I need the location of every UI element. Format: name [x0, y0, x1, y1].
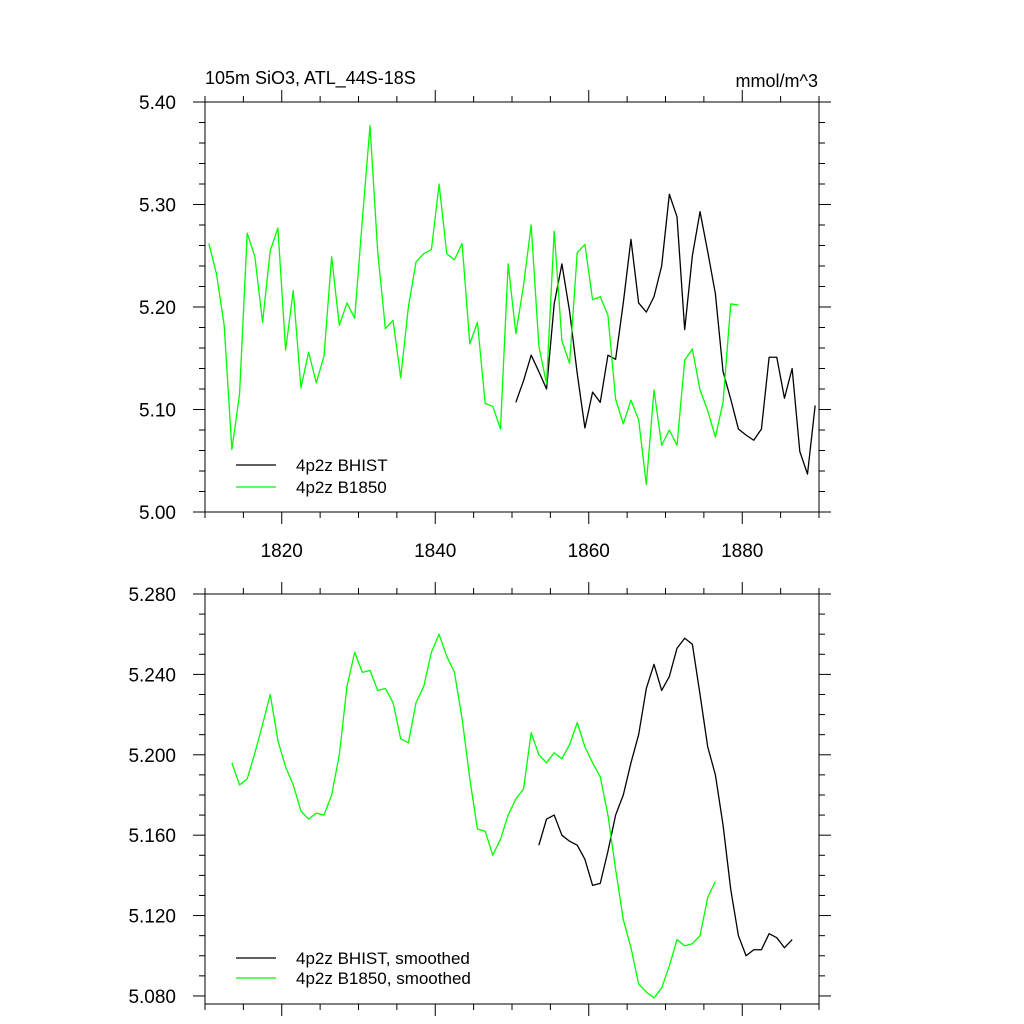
bottom-y-tick-label: 5.280 — [128, 585, 176, 606]
bottom-panel: 5.080 5.120 5.160 5.200 5.240 5.280 4p2z BHIST… — [128, 582, 831, 1016]
bottom-series-line-bhist — [538, 637, 793, 957]
top-x-tick-label: 1820 — [261, 541, 303, 562]
bottom-y-tick-label: 5.160 — [128, 826, 176, 847]
bottom-y-tick-label: 5.120 — [128, 907, 176, 928]
top-legend-label-bhist: 4p2z BHIST — [296, 456, 388, 475]
top-y-tick-label: 5.10 — [139, 401, 176, 422]
top-title-units: mmol/m^3 — [736, 71, 818, 91]
top-legend-label-b1850: 4p2z B1850 — [296, 478, 387, 497]
top-y-tick-label: 5.20 — [139, 298, 176, 319]
bottom-series-line-b1850 — [231, 633, 716, 999]
top-panel: 105m SiO3, ATL_44S-18S mmol/m^3 1820 1840… — [139, 68, 831, 562]
top-y-tick-label: 5.00 — [139, 503, 176, 524]
bottom-legend-label-b1850: 4p2z B1850, smoothed — [296, 969, 471, 988]
bottom-y-tick-label: 5.240 — [128, 665, 176, 686]
top-x-tick-label: 1840 — [414, 541, 456, 562]
top-x-tick-label: 1880 — [721, 541, 763, 562]
top-y-tick-label: 5.30 — [139, 196, 176, 217]
bottom-y-tick-label: 5.200 — [128, 746, 176, 767]
bottom-y-tick-label: 5.080 — [128, 987, 176, 1008]
top-title-left: 105m SiO3, ATL_44S-18S — [205, 68, 416, 89]
bottom-legend-label-bhist: 4p2z BHIST, smoothed — [296, 949, 470, 968]
top-x-tick-label: 1860 — [568, 541, 610, 562]
top-series-line-bhist — [515, 193, 816, 475]
top-plot-frame — [204, 101, 820, 513]
top-y-tick-label: 5.40 — [139, 93, 176, 114]
top-series-line-b1850 — [208, 124, 739, 485]
